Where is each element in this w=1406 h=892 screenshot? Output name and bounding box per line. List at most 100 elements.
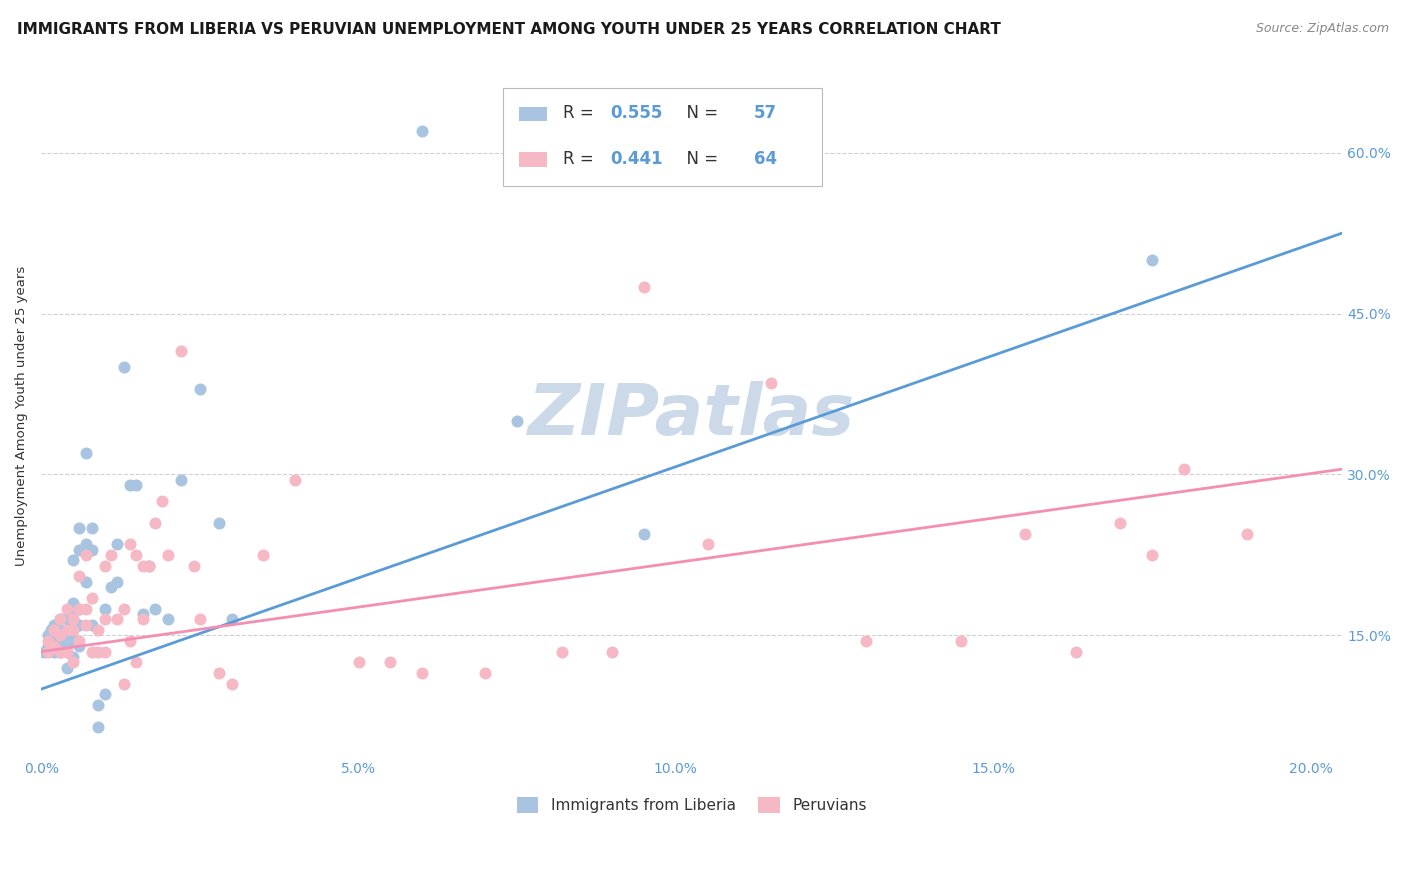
Point bbox=[87, 623, 110, 637]
Point bbox=[100, 580, 122, 594]
Bar bbox=[519, 106, 547, 121]
Point bbox=[34, 644, 56, 658]
Point bbox=[112, 601, 135, 615]
Point bbox=[80, 591, 103, 605]
Point bbox=[55, 644, 77, 658]
Point bbox=[550, 644, 572, 658]
Point bbox=[55, 661, 77, 675]
Point bbox=[37, 633, 59, 648]
Point bbox=[157, 612, 180, 626]
Point bbox=[75, 617, 97, 632]
Point bbox=[42, 623, 65, 637]
Point bbox=[80, 521, 103, 535]
Point bbox=[49, 644, 72, 658]
Point bbox=[55, 628, 77, 642]
Text: IMMIGRANTS FROM LIBERIA VS PERUVIAN UNEMPLOYMENT AMONG YOUTH UNDER 25 YEARS CORR: IMMIGRANTS FROM LIBERIA VS PERUVIAN UNEM… bbox=[17, 22, 1001, 37]
Point bbox=[188, 382, 211, 396]
Legend: Immigrants from Liberia, Peruvians: Immigrants from Liberia, Peruvians bbox=[517, 797, 866, 814]
Point bbox=[59, 601, 82, 615]
Point bbox=[118, 537, 141, 551]
Bar bbox=[519, 152, 547, 167]
Text: 0.441: 0.441 bbox=[610, 150, 662, 168]
Point bbox=[49, 623, 72, 637]
Point bbox=[62, 612, 84, 626]
Point bbox=[67, 601, 90, 615]
Point bbox=[93, 644, 115, 658]
Text: 0.555: 0.555 bbox=[610, 104, 662, 122]
Point bbox=[42, 633, 65, 648]
Point bbox=[49, 633, 72, 648]
Point bbox=[62, 596, 84, 610]
Point bbox=[208, 666, 231, 681]
Point bbox=[55, 601, 77, 615]
Point bbox=[347, 655, 370, 669]
Point bbox=[62, 553, 84, 567]
Point bbox=[138, 558, 160, 573]
Point bbox=[105, 612, 128, 626]
Point bbox=[125, 655, 148, 669]
Point bbox=[1140, 548, 1163, 562]
Point bbox=[80, 617, 103, 632]
Point bbox=[75, 601, 97, 615]
Point bbox=[759, 376, 782, 391]
Point bbox=[49, 612, 72, 626]
Point bbox=[67, 569, 90, 583]
Point bbox=[855, 633, 877, 648]
Point bbox=[93, 612, 115, 626]
Point bbox=[67, 639, 90, 653]
Point bbox=[138, 558, 160, 573]
Point bbox=[37, 639, 59, 653]
Point bbox=[252, 548, 274, 562]
Point bbox=[62, 623, 84, 637]
Point bbox=[284, 473, 307, 487]
Point bbox=[87, 720, 110, 734]
Point bbox=[49, 612, 72, 626]
FancyBboxPatch shape bbox=[503, 87, 823, 186]
Point bbox=[42, 617, 65, 632]
Point bbox=[633, 526, 655, 541]
Point bbox=[93, 688, 115, 702]
Point bbox=[150, 494, 173, 508]
Point bbox=[132, 558, 155, 573]
Point bbox=[55, 623, 77, 637]
Point bbox=[1109, 516, 1132, 530]
Point bbox=[75, 537, 97, 551]
Point bbox=[62, 655, 84, 669]
Point bbox=[145, 516, 167, 530]
Point bbox=[46, 639, 69, 653]
Point bbox=[67, 601, 90, 615]
Point bbox=[411, 666, 433, 681]
Point bbox=[1140, 252, 1163, 267]
Point bbox=[42, 644, 65, 658]
Point bbox=[67, 542, 90, 557]
Point bbox=[221, 612, 243, 626]
Point bbox=[37, 644, 59, 658]
Point bbox=[696, 537, 718, 551]
Text: 57: 57 bbox=[754, 104, 778, 122]
Text: R =: R = bbox=[562, 104, 599, 122]
Point bbox=[602, 644, 624, 658]
Point bbox=[170, 344, 193, 359]
Text: ZIPatlas: ZIPatlas bbox=[529, 381, 855, 450]
Point bbox=[380, 655, 402, 669]
Point bbox=[49, 628, 72, 642]
Y-axis label: Unemployment Among Youth under 25 years: Unemployment Among Youth under 25 years bbox=[15, 265, 28, 566]
Point bbox=[80, 542, 103, 557]
Point bbox=[75, 574, 97, 589]
Point bbox=[157, 548, 180, 562]
Point bbox=[67, 617, 90, 632]
Point bbox=[170, 473, 193, 487]
Point bbox=[67, 521, 90, 535]
Point bbox=[118, 633, 141, 648]
Point bbox=[506, 414, 529, 428]
Point bbox=[132, 607, 155, 621]
Point bbox=[42, 639, 65, 653]
Point bbox=[105, 574, 128, 589]
Point bbox=[75, 446, 97, 460]
Point bbox=[112, 677, 135, 691]
Point bbox=[62, 612, 84, 626]
Point bbox=[208, 516, 231, 530]
Point bbox=[80, 644, 103, 658]
Point bbox=[93, 558, 115, 573]
Point bbox=[145, 601, 167, 615]
